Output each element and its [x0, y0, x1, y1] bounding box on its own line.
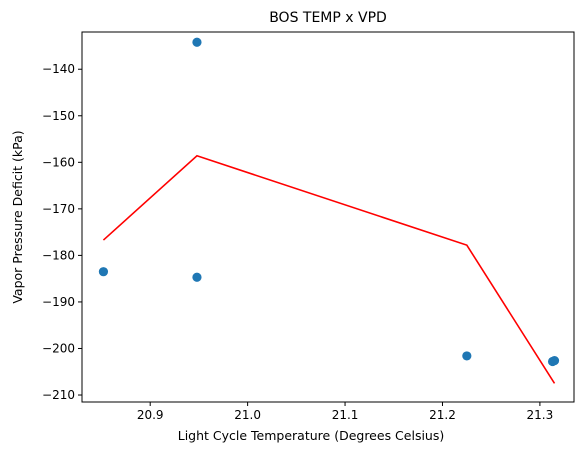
- scatter-series: [98, 37, 560, 367]
- scatter-point: [98, 267, 109, 277]
- x-axis: 20.9 21.0 21.1 21.2 21.3: [137, 402, 553, 422]
- y-tick-label: −180: [42, 248, 75, 262]
- plot-area-frame: [81, 31, 575, 403]
- y-tick-label: −160: [42, 155, 75, 169]
- y-tick-label: −140: [42, 62, 75, 76]
- chart-title: BOS TEMP x VPD: [269, 10, 387, 26]
- scatter-point: [462, 351, 472, 361]
- x-tick-label: 21.2: [429, 408, 456, 422]
- x-tick-label: 21.3: [527, 408, 554, 422]
- y-tick-label: −200: [42, 341, 75, 355]
- fit-line-series: [102, 154, 556, 384]
- scatter-point: [192, 37, 202, 47]
- scatter-point: [192, 272, 202, 282]
- x-tick-label: 21.0: [234, 408, 261, 422]
- y-tick-label: −150: [42, 109, 75, 123]
- y-tick-label: −210: [42, 388, 75, 402]
- x-tick-label: 20.9: [137, 408, 164, 422]
- scatter-point: [549, 355, 560, 366]
- fit-line: [102, 154, 556, 384]
- x-tick-label: 21.1: [332, 408, 359, 422]
- x-axis-label: Light Cycle Temperature (Degrees Celsius…: [178, 428, 445, 443]
- y-axis-label: Vapor Pressure Deficit (kPa): [10, 130, 25, 303]
- y-tick-label: −170: [42, 202, 75, 216]
- y-axis: −210 −200 −190 −180 −170 −160 −150 −140: [42, 62, 82, 402]
- y-tick-label: −190: [42, 295, 75, 309]
